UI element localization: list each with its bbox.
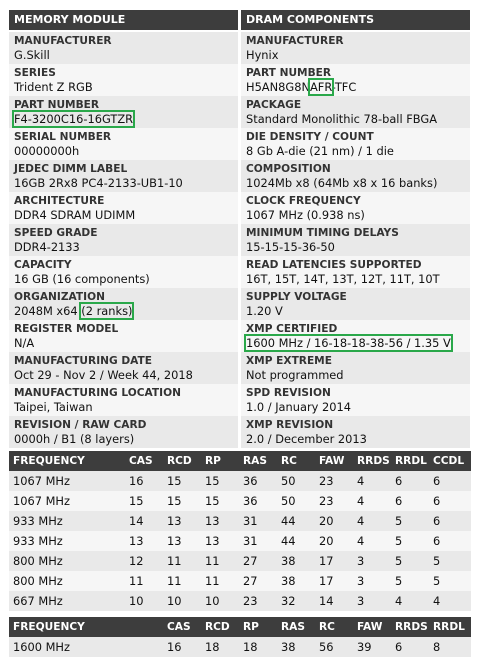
part-number-cell: PART NUMBER F4-3200C16-16GTZR [9,96,238,128]
capacity-cell: CAPACITY 16 GB (16 components) [9,256,238,288]
table-row: 1067 MHz 15 15 15 36 50 23 4 6 6 [9,491,471,511]
table-row: 933 MHz 14 13 13 31 44 20 4 5 6 [9,511,471,531]
dram-components-column: DRAM COMPONENTS MANUFACTURER Hynix PART N… [241,10,470,448]
revision-raw-card-cell: REVISION / RAW CARD 0000h / B1 (8 layers) [9,416,238,448]
table-row: 667 MHz 10 10 10 23 32 14 3 4 4 [9,591,471,611]
memory-module-column: MEMORY MODULE MANUFACTURER G.Skill SERIES… [9,10,238,448]
xmp-certified-cell: XMP CERTIFIED 1600 MHz / 16-18-18-38-56 /… [241,320,470,352]
jedec-table-header-row: FREQUENCY CAS RCD RP RAS RC FAW RRDS RRDL CCDL [9,451,471,471]
spd-info-panel: MEMORY MODULE MANUFACTURER G.Skill SERIES… [9,10,471,657]
supply-voltage-cell: SUPPLY VOLTAGE 1.20 V [241,288,470,320]
xmp-table-header-row: FREQUENCY CAS RCD RP RAS RC FAW RRDS RRDL [9,617,471,637]
table-row: 1067 MHz 16 15 15 36 50 23 4 6 6 [9,471,471,491]
composition-cell: COMPOSITION 1024Mb x8 (64Mb x8 x 16 banks… [241,160,470,192]
organization-cell: ORGANIZATION 2048M x64 (2 ranks) [9,288,238,320]
table-row: 933 MHz 13 13 13 31 44 20 4 5 6 [9,531,471,551]
table-row: 1600 MHz 16 18 18 38 56 39 6 8 [9,637,471,657]
speed-grade-cell: SPEED GRADE DDR4-2133 [9,224,238,256]
minimum-timing-delays-cell: MINIMUM TIMING DELAYS 15-15-15-36-50 [241,224,470,256]
xmp-certified-highlight: 1600 MHz / 16-18-18-38-56 / 1.35 V [244,334,453,352]
xmp-timing-table: FREQUENCY CAS RCD RP RAS RC FAW RRDS RRDL 1600 M… [9,617,471,657]
table-row: 800 MHz 12 11 11 27 38 17 3 5 5 [9,551,471,571]
jedec-timing-table: FREQUENCY CAS RCD RP RAS RC FAW RRDS RRDL CCDL 10… [9,451,471,611]
memory-module-header: MEMORY MODULE [9,10,238,30]
die-code-highlight: AFR [307,78,334,96]
xmp-extreme-cell: XMP EXTREME Not programmed [241,352,470,384]
read-latencies-cell: READ LATENCIES SUPPORTED 16T, 15T, 14T, 1… [241,256,470,288]
manufacturer-cell: MANUFACTURER G.Skill [9,32,238,64]
xmp-revision-cell: XMP REVISION 2.0 / December 2013 [241,416,470,448]
clock-frequency-cell: CLOCK FREQUENCY 1067 MHz (0.938 ns) [241,192,470,224]
manufacturing-location-cell: MANUFACTURING LOCATION Taipei, Taiwan [9,384,238,416]
die-density-cell: DIE DENSITY / COUNT 8 Gb A-die (21 nm) / … [241,128,470,160]
series-cell: SERIES Trident Z RGB [9,64,238,96]
dram-components-header: DRAM COMPONENTS [241,10,470,30]
ranks-highlight: (2 ranks) [79,302,135,320]
jedec-dimm-label-cell: JEDEC DIMM LABEL 16GB 2Rx8 PC4-2133-UB1-1… [9,160,238,192]
part-number-highlight: F4-3200C16-16GTZR [11,110,136,128]
register-model-cell: REGISTER MODEL N/A [9,320,238,352]
architecture-cell: ARCHITECTURE DDR4 SDRAM UDIMM [9,192,238,224]
serial-number-cell: SERIAL NUMBER 00000000h [9,128,238,160]
spd-revision-cell: SPD REVISION 1.0 / January 2014 [241,384,470,416]
package-cell: PACKAGE Standard Monolithic 78-ball FBGA [241,96,470,128]
table-row: 800 MHz 11 11 11 27 38 17 3 5 5 [9,571,471,591]
dram-manufacturer-cell: MANUFACTURER Hynix [241,32,470,64]
dram-part-number-cell: PART NUMBER H5AN8G8NAFR-TFC [241,64,470,96]
manufacturing-date-cell: MANUFACTURING DATE Oct 29 - Nov 2 / Week … [9,352,238,384]
